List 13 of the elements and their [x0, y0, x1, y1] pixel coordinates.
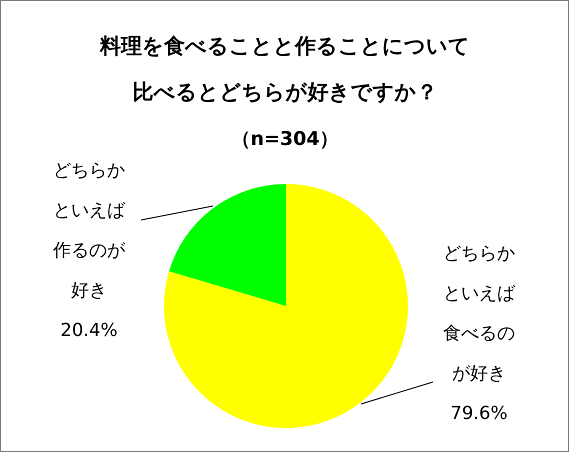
label: といえば [443, 283, 515, 304]
title: 料理を食べることと作ることについて [100, 34, 470, 58]
label: 作るのが [53, 240, 125, 261]
label: が好き [452, 363, 506, 384]
label: 20.4% [60, 320, 118, 341]
label: 食べるの [443, 323, 515, 344]
subtitle: 比べるとどちらが好きですか？ [132, 80, 438, 104]
label: 79.6% [450, 403, 508, 424]
label: といえば [53, 200, 125, 221]
annotation: （n=304） [231, 128, 339, 150]
label: どちらか [443, 243, 515, 264]
label: 好き [71, 280, 107, 301]
label: どちらか [53, 160, 125, 181]
